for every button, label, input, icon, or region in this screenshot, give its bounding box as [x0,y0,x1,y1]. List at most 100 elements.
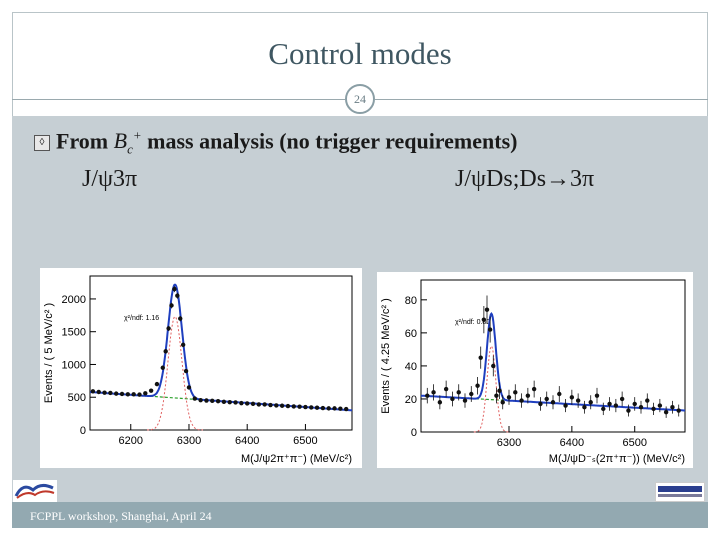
data-point [250,401,256,406]
y-tick-label: 60 [405,328,417,340]
data-point [475,383,480,388]
data-point [478,355,483,360]
plot-frame [89,275,353,431]
data-point [645,398,650,403]
y-tick-label: 0 [411,427,417,439]
data-point [601,406,606,412]
data-point [456,390,461,395]
plot-panel-left: 6200 6300 6400 6500 0 500 1000 1500 2000 M(J/ψ2π⁺… [40,268,362,468]
data-point [154,381,160,387]
title-rule-left [12,99,345,100]
y-tick-label: 20 [405,394,417,406]
signal-fit-curve [147,315,204,431]
y-tick-label: 1000 [62,359,86,371]
data-point [494,393,499,398]
x-tick-label: 6400 [235,435,259,447]
data-point [303,404,308,410]
data-point [175,293,180,298]
data-point [143,391,148,396]
data-point [256,402,262,407]
data-point [491,363,496,369]
data-point [262,402,267,407]
data-point [497,388,502,393]
data-point [462,398,468,403]
data-point [148,388,154,393]
data-point [588,400,593,405]
fit-annotation: χ²/ndf: 0.80 [455,319,490,326]
x-tick-label: 6500 [293,435,317,447]
decay-label-left: J/ψ3π [82,166,138,192]
data-point [619,396,625,402]
data-point [676,408,681,413]
page-number: 24 [345,84,375,114]
data-point [531,386,537,392]
data-point [169,303,174,308]
data-point [425,393,430,398]
data-point [519,398,524,403]
data-point [279,403,285,408]
y-tick-label: 40 [405,361,417,373]
footer-bar [12,502,708,528]
data-point [657,403,663,408]
data-point [437,400,443,405]
data-point [314,405,320,410]
data-point [481,317,487,322]
bullet-suffix: mass analysis (no trigger requirements) [147,128,518,154]
data-point [114,391,119,396]
total-fit-curve [90,283,352,412]
data-point [544,396,549,402]
bc-symbol: Bc+ [113,128,142,157]
data-point [513,390,518,395]
data-point [96,389,101,395]
decay-label-right: J/ψDs;Ds→3π [455,166,595,192]
x-tick-label: 6500 [622,437,646,449]
data-point [594,393,600,398]
universite-logo-icon [658,486,702,497]
mass-plot-jpsids: 6300 6400 6500 0 20 40 60 80 M(J/ψD⁻ₛ(2π⁺π⁻)) (M… [380,279,686,465]
data-point [160,365,165,370]
data-point [274,403,279,408]
cppm-logo [13,480,57,502]
data-point [239,400,244,406]
y-tick-label: 500 [68,392,86,404]
data-point [180,342,186,348]
data-point [338,406,343,411]
data-point [582,405,587,410]
x-axis-label: M(J/ψ2π⁺π⁻) (MeV/c²) [241,453,352,465]
fit-annotation: χ²/ndf: 1.16 [124,315,159,322]
data-point [557,391,562,397]
data-point [215,398,221,404]
bullet-prefix: From [56,128,109,154]
x-axis-label: M(J/ψD⁻ₛ(2π⁺π⁻)) (MeV/c²) [549,453,685,465]
data-point [192,396,197,401]
data-point [178,316,183,321]
data-point [500,400,505,405]
cppm-logo-icon [13,480,57,502]
data-point [221,399,227,405]
data-point [525,393,531,398]
data-point [563,403,568,408]
data-point [285,403,291,409]
data-point [613,403,619,408]
x-tick-label: 6300 [177,435,201,447]
data-point [484,307,490,312]
data-point [487,327,493,332]
data-point [450,396,455,402]
data-point [670,405,675,410]
data-point [297,404,302,409]
data-point [320,405,326,411]
bullet-icon: ◊ [34,135,50,152]
data-point [309,405,314,410]
x-tick-label: 6300 [497,437,521,449]
y-tick-label: 80 [405,295,417,307]
data-point [227,399,232,405]
data-point [172,286,177,292]
data-point [90,389,96,394]
bullet-text: ◊ From Bc+ mass analysis (no trigger requ… [34,128,517,158]
data-point [183,368,189,374]
data-point [125,392,131,397]
plot-frame [420,279,686,433]
plot-panel-right: 6300 6400 6500 0 20 40 60 80 M(J/ψD⁻ₛ(2π⁺π⁻)) (M… [377,272,693,468]
data-point [198,397,203,403]
data-point [102,390,107,395]
